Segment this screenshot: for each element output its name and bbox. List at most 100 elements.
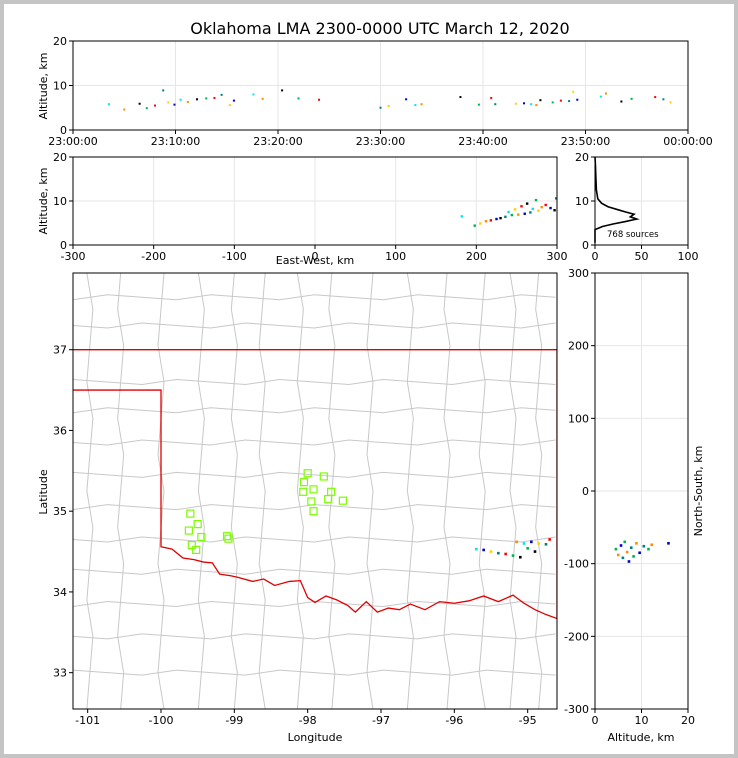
hist-ticklabel-y: 0 [582,239,589,252]
lma-station-marker [309,507,318,516]
state-boundary [73,389,557,620]
time-source-point [196,98,199,101]
map-ticklabel-y: 35 [53,505,67,518]
map-ticklabel-y: 34 [53,586,67,599]
ew-source-point [499,216,502,220]
map-source-point [533,550,537,553]
plan-view-ylabel: Latitude [37,469,50,515]
ns-source-point [638,551,641,555]
hist-ticklabel-y: 20 [575,151,589,164]
ns-source-point [619,544,623,547]
map-ticklabel-y: 36 [53,424,67,437]
histogram-panel: 0 50 100 0 10 20 768 sources [575,151,699,263]
ns-ticklabel-y: 200 [568,340,589,353]
histogram-line [594,156,640,243]
map-source-point [511,554,515,557]
lma-station-marker [192,545,201,555]
map-ticklabel-x: -95 [519,714,537,727]
time-source-point [318,98,320,101]
ns-source-point [632,555,635,558]
north-south-xlabel: Altitude, km [607,731,674,744]
time-source-point [252,93,255,96]
county-line [443,273,451,709]
map-ticklabel-y: 33 [53,667,67,680]
east-west-ylabel: Altitude, km [37,167,50,234]
time-source-point [405,98,408,101]
time-ticklabel-x: 23:50:00 [561,135,610,148]
map-source-point [519,555,522,559]
plan-view-frame [72,272,558,710]
lma-station-marker [224,534,233,543]
time-source-point [387,104,390,107]
ew-source-point [537,209,540,212]
map-ticklabel-y: 37 [53,344,67,357]
lma-station-marker [299,478,309,487]
ew-source-point [507,210,510,214]
county-line [73,378,556,386]
county-line [73,294,556,301]
lma-station-marker [186,509,195,518]
ns-ticklabel-x: 10 [635,714,649,727]
time-source-point [173,103,176,106]
time-source-point [228,104,231,107]
lma-station-marker [299,487,308,496]
county-line [73,407,556,414]
ns-ticklabel-y: -200 [564,630,589,643]
county-line [73,633,556,640]
county-line [73,536,556,543]
ns-source-point [629,546,633,549]
map-source-point [482,548,485,552]
county-line [73,669,556,676]
ew-source-point [553,209,556,212]
sources-count-label: 768 sources [607,230,659,240]
time-source-point [559,99,562,102]
ns-ticklabel-y: 300 [568,267,589,280]
ns-source-point [647,547,650,551]
ew-ticklabel-x: 300 [547,250,568,263]
time-source-point [379,106,382,109]
time-source-point [599,95,602,98]
time-source-point [568,100,571,103]
ew-source-point [517,213,520,216]
hist-ticklabel-x: 100 [678,250,699,263]
map-source-point [497,551,500,555]
map-source-point [475,547,478,551]
map-source-point [526,547,529,550]
ew-ticklabel-x: -200 [141,250,166,263]
ew-source-point [460,215,464,218]
ew-source-point [525,202,529,205]
ew-ticklabel-x: 200 [466,250,487,263]
figure-canvas: Oklahoma LMA 2300-0000 UTC March 12, 202… [37,19,713,744]
map-source-point [489,550,493,553]
time-source-point [514,102,517,105]
time-source-point [107,103,110,106]
ew-ticklabel-x: 100 [385,250,406,263]
county-line [73,439,556,446]
time-source-point [213,96,216,99]
east-west-panel: -300 -200 -100 0 100 200 300 0 10 20 Altitude, km… [37,151,568,267]
time-source-point [523,102,525,105]
map-ticklabel-x: -96 [445,714,463,727]
ew-source-point [520,205,523,208]
time-source-point [261,97,264,100]
ew-ticklabel-y: 20 [53,151,67,164]
ns-ticklabel-x: 0 [592,714,599,727]
time-source-point [551,101,554,104]
east-west-xlabel: East-West, km [276,254,354,267]
lma-station-marker [338,496,347,505]
map-source-point [544,542,548,546]
county-line [258,273,266,709]
ns-ticklabel-y: 0 [582,485,589,498]
ns-ticklabel-y: -100 [564,558,589,571]
hist-ticklabel-y: 10 [575,195,589,208]
lma-station-marker [327,487,336,496]
map-source-point [504,552,507,556]
ew-ticklabel-x: 0 [312,250,319,263]
time-ticklabel-x: 23:20:00 [253,135,302,148]
time-source-point [530,103,533,106]
time-ticklabel-x: 00:00:00 [663,135,712,148]
lma-station-marker [193,520,202,529]
ew-source-point [531,207,534,211]
ew-ticklabel-y: 10 [53,195,67,208]
plan-view-xlabel: Longitude [288,731,343,744]
